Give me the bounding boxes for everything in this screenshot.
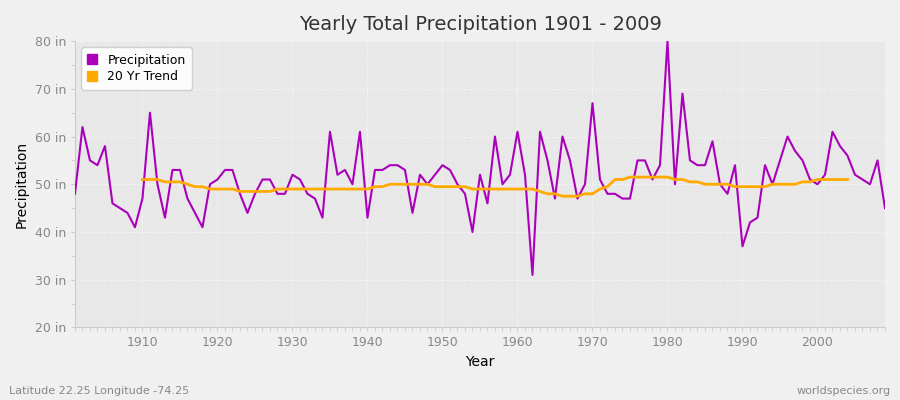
- Title: Yearly Total Precipitation 1901 - 2009: Yearly Total Precipitation 1901 - 2009: [299, 15, 662, 34]
- Precipitation: [879, 206, 890, 210]
- Legend: Precipitation, 20 Yr Trend: Precipitation, 20 Yr Trend: [81, 47, 192, 90]
- 20 Yr Trend: [137, 177, 148, 182]
- 20 Yr Trend: [625, 175, 635, 180]
- 20 Yr Trend: [677, 177, 688, 182]
- Line: 20 Yr Trend: 20 Yr Trend: [142, 177, 848, 196]
- Precipitation: [294, 177, 305, 182]
- Text: Latitude 22.25 Longitude -74.25: Latitude 22.25 Longitude -74.25: [9, 386, 189, 396]
- 20 Yr Trend: [265, 189, 275, 194]
- Precipitation: [130, 225, 140, 230]
- 20 Yr Trend: [557, 194, 568, 198]
- Precipitation: [527, 272, 538, 277]
- Precipitation: [505, 172, 516, 177]
- Precipitation: [512, 129, 523, 134]
- Precipitation: [69, 192, 80, 196]
- X-axis label: Year: Year: [465, 355, 495, 369]
- 20 Yr Trend: [670, 177, 680, 182]
- 20 Yr Trend: [632, 175, 643, 180]
- Line: Precipitation: Precipitation: [75, 41, 885, 275]
- Y-axis label: Precipitation: Precipitation: [15, 141, 29, 228]
- 20 Yr Trend: [647, 175, 658, 180]
- Precipitation: [339, 168, 350, 172]
- Precipitation: [609, 192, 620, 196]
- Text: worldspecies.org: worldspecies.org: [796, 386, 891, 396]
- 20 Yr Trend: [842, 177, 853, 182]
- 20 Yr Trend: [167, 180, 178, 184]
- Precipitation: [662, 39, 673, 44]
